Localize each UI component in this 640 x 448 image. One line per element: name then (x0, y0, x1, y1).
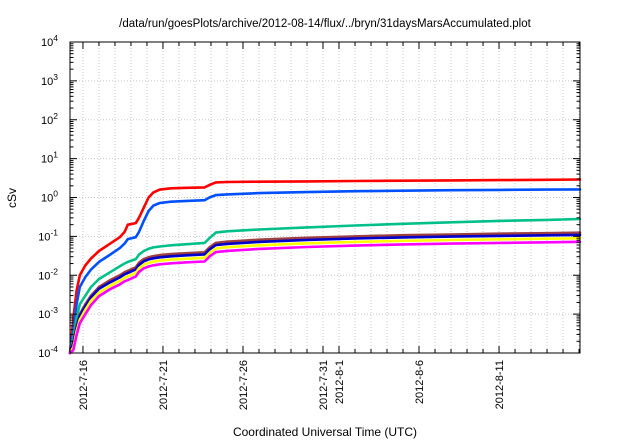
plot-title: /data/run/goesPlots/archive/2012-08-14/f… (119, 18, 531, 30)
series-line-blue (68, 188, 582, 355)
y-tick-label: 100 (41, 189, 58, 205)
x-tick-label: 2012-7-31 (318, 360, 330, 410)
y-tick-label: 103 (41, 72, 58, 88)
series-line-dark-blue (68, 233, 582, 355)
x-tick-label: 2012-8-1 (334, 360, 346, 404)
y-tick-label: 10-4 (38, 344, 58, 360)
x-tick-label: 2012-8-11 (494, 360, 506, 409)
x-tick-label: 2012-8-6 (414, 360, 426, 404)
series-line-red (68, 178, 582, 355)
y-tick-label: 10-1 (38, 227, 58, 243)
y-tick-label: 10-2 (38, 266, 58, 282)
y-axis-label: cSv (5, 188, 19, 208)
series-line-magenta (68, 240, 582, 355)
x-tick-label: 2012-7-26 (238, 360, 250, 410)
y-tick-label: 101 (41, 150, 58, 166)
plot-dynamic-layer: 104 103 102 101 100 10-1 10-2 10-3 10-4 2012-7-16… (38, 33, 582, 410)
x-tick-label: 2012-7-16 (78, 360, 90, 410)
series-line-yellow (68, 237, 582, 355)
y-tick-label: 104 (41, 33, 58, 49)
x-tick-label: 2012-7-21 (158, 360, 170, 410)
series-line-green (68, 217, 582, 355)
x-axis-label: Coordinated Universal Time (UTC) (233, 425, 417, 439)
y-tick-label: 10-3 (38, 305, 58, 321)
y-tick-label: 102 (41, 111, 58, 127)
